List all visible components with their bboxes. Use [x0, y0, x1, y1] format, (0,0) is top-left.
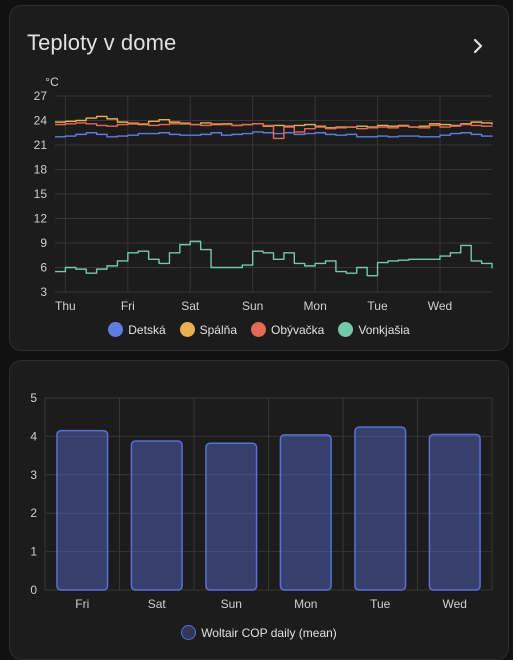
- temperature-legend: Detská Spálňa Obývačka Vonkjašia: [10, 322, 508, 337]
- legend-swatch-icon: [179, 322, 195, 337]
- x-tick-label: Fri: [75, 597, 89, 611]
- y-tick-label: 0: [30, 583, 37, 597]
- y-tick-label: 15: [34, 187, 48, 201]
- y-tick-label: 5: [30, 391, 37, 405]
- legend-label: Spálňa: [199, 322, 237, 337]
- legend-label: Vonkjašia: [358, 322, 410, 337]
- temperature-line-chart: 3 6 9 12 15 18 21 24 27 Thu Fri Sat Sun Mon Tue Wed °C: [34, 75, 493, 313]
- y-tick-label: 21: [34, 138, 48, 152]
- bar[interactable]: [205, 442, 258, 591]
- x-tick-label: Wed: [443, 597, 467, 611]
- legend-swatch-icon: [338, 322, 354, 337]
- y-tick-label: 27: [34, 89, 48, 103]
- card-title: Teploty v dome: [27, 30, 177, 55]
- y-tick-label: 6: [40, 261, 47, 275]
- series-line-vonkjasia[interactable]: [55, 240, 493, 277]
- x-tick-label: Tue: [370, 597, 391, 611]
- x-tick-label: Sun: [242, 299, 263, 313]
- series-line-obyvacka[interactable]: [55, 122, 493, 140]
- bar[interactable]: [279, 434, 332, 591]
- cop-legend: Woltair COP daily (mean): [10, 625, 508, 640]
- x-tick-label: Tue: [367, 299, 388, 313]
- bar[interactable]: [428, 433, 481, 591]
- temperatures-card: Teploty v dome 3 6 9 12 15 18 21 24 27 Thu Fri Sat S…: [9, 5, 509, 351]
- legend-item-woltair-cop-daily-mean[interactable]: Woltair COP daily (mean): [181, 625, 337, 640]
- bar[interactable]: [56, 429, 109, 591]
- cop-bar-chart: 0 1 2 3 4 5 Fri Sat Sun Mon Tue Wed: [30, 391, 493, 611]
- legend-label: Obývačka: [271, 322, 325, 337]
- y-tick-label: 3: [30, 468, 37, 482]
- x-tick-label: Sat: [181, 299, 200, 313]
- bar[interactable]: [130, 440, 183, 591]
- y-tick-label: 1: [30, 545, 37, 559]
- x-tick-label: Sun: [221, 597, 242, 611]
- legend-label: Detská: [128, 322, 166, 337]
- y-tick-label: 9: [40, 236, 47, 250]
- x-tick-label: Fri: [121, 299, 135, 313]
- chevron-right-icon[interactable]: [466, 34, 490, 58]
- cop-card: 0 1 2 3 4 5 Fri Sat Sun Mon Tue Wed Woltair COP dai…: [9, 360, 509, 660]
- y-tick-label: 3: [40, 285, 47, 299]
- y-axis-unit: °C: [45, 75, 59, 89]
- legend-swatch-icon: [181, 625, 197, 640]
- legend-item-obyvacka[interactable]: Obývačka: [251, 322, 324, 337]
- legend-swatch-icon: [108, 322, 124, 337]
- y-tick-label: 24: [34, 114, 48, 128]
- y-tick-label: 4: [30, 429, 37, 443]
- bar[interactable]: [354, 426, 407, 591]
- legend-item-spalna[interactable]: Spálňa: [179, 322, 237, 337]
- legend-swatch-icon: [251, 322, 266, 337]
- x-tick-label: Wed: [428, 299, 452, 313]
- grid: [55, 95, 492, 293]
- y-tick-label: 12: [34, 212, 48, 226]
- legend-label: Woltair COP daily (mean): [201, 625, 337, 640]
- x-tick-label: Mon: [294, 597, 317, 611]
- legend-item-vonkjasia[interactable]: Vonkjašia: [338, 322, 410, 337]
- x-tick-label: Thu: [55, 299, 76, 313]
- y-tick-label: 2: [30, 506, 37, 520]
- legend-item-detska[interactable]: Detská: [108, 322, 166, 337]
- x-tick-label: Mon: [303, 299, 326, 313]
- x-tick-label: Sat: [148, 597, 167, 611]
- y-tick-label: 18: [34, 163, 48, 177]
